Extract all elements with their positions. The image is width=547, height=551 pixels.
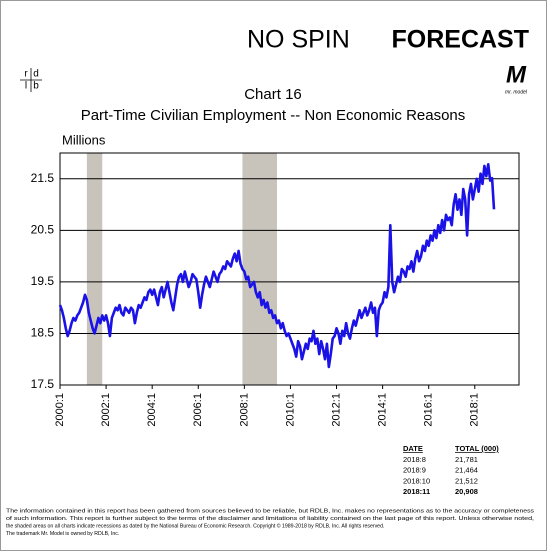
table-total: 21,781 (455, 455, 478, 464)
table-header: DATE (403, 444, 423, 453)
model-caption: mr. model (505, 89, 528, 95)
x-tick-label: 2002:1 (100, 393, 112, 427)
logo-letter: l (25, 81, 27, 92)
y-tick-label: 18.5 (31, 326, 55, 340)
logo-letter: d (33, 69, 39, 80)
footer-line: The information contained in this report… (6, 508, 535, 514)
x-tick-label: 2006:1 (192, 393, 204, 427)
footer: The information contained in this report… (6, 508, 535, 537)
logo-letter: b (33, 81, 39, 92)
table-date: 2018:10 (403, 476, 430, 485)
table-date: 2018:11 (403, 487, 430, 496)
footer-line: of such information. This report is furt… (6, 516, 534, 522)
table-total: 21,464 (455, 466, 478, 475)
y-tick-label: 20.5 (31, 223, 55, 237)
x-tick-label: 2008:1 (238, 393, 250, 427)
table-body: 2018:8 21,781 2018:9 21,464 2018:10 21,512 201… (403, 455, 478, 496)
model-logo: M (506, 61, 527, 88)
y-tick-label: 17.5 (31, 377, 55, 391)
brand-right: FORECAST (392, 26, 530, 54)
latest-table: DATE TOTAL (000) 2018:8 21,781 2018:9 21,46… (403, 444, 499, 496)
x-tick-label: 2012:1 (330, 393, 342, 427)
y-tick-label: 21.5 (31, 171, 55, 185)
recession-band (86, 153, 103, 385)
footer-line: The trademark Mr. Model is owned by RDLB… (6, 531, 119, 537)
footer-line: the shaded areas on all charts indicate … (6, 523, 384, 530)
table-total: 20,908 (455, 487, 478, 496)
chart-subtitle: Part-Time Civilian Employment -- Non Eco… (81, 107, 466, 124)
x-tick-label: 2014:1 (377, 393, 389, 427)
x-tick-label: 2010:1 (284, 393, 296, 427)
table-date: 2018:8 (403, 455, 426, 464)
rdlb-logo: r d l b (20, 68, 42, 92)
data-line (58, 162, 496, 369)
x-tick-label: 2004:1 (146, 393, 158, 427)
x-tick-label: 2016:1 (423, 393, 435, 427)
table-total: 21,512 (455, 476, 478, 485)
plot: 17.5 18.5 19.5 20.5 21.5 2000:1 2002:1 2004:1 20… (31, 152, 520, 427)
table-header: TOTAL (000) (455, 444, 499, 453)
recession-band (242, 153, 277, 385)
table-date: 2018:9 (403, 466, 426, 475)
x-tick-label: 2018:1 (469, 393, 481, 427)
plot-frame (59, 152, 520, 386)
brand-left: NO SPIN (247, 26, 350, 54)
y-axis-label: Millions (62, 132, 106, 147)
chart-title: Chart 16 (244, 86, 302, 103)
x-tick-label: 2000:1 (54, 393, 66, 427)
y-tick-label: 19.5 (31, 274, 55, 288)
logo-letter: r (24, 69, 28, 80)
